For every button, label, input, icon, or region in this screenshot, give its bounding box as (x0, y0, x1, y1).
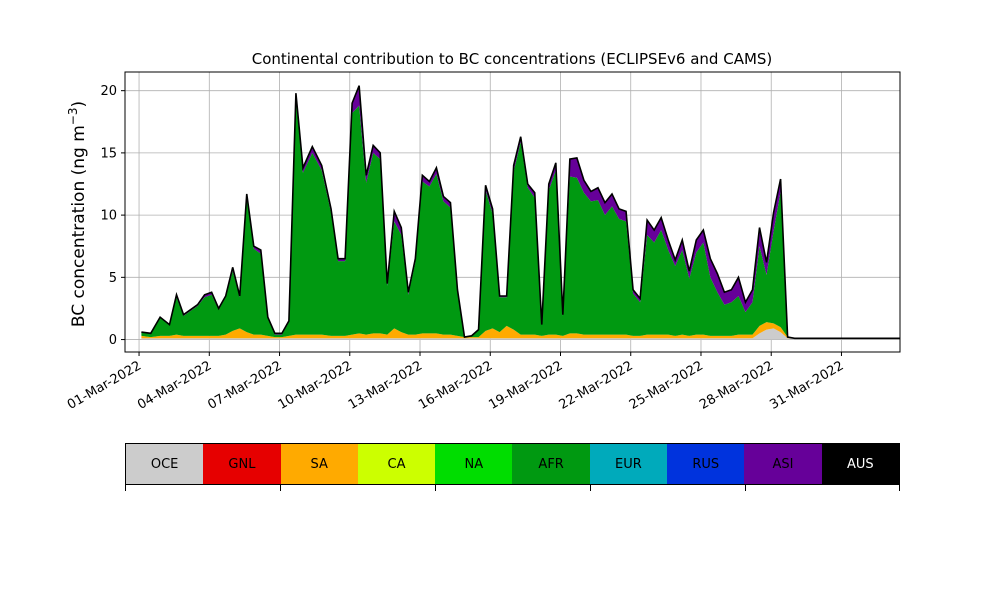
legend-rus: RUS (667, 444, 745, 484)
area-afr (141, 99, 901, 339)
area-sa (141, 322, 901, 339)
y-tick-label: 10 (100, 209, 117, 224)
y-tick-label: 5 (109, 271, 117, 286)
plot-frame (124, 71, 901, 353)
legend-eur: EUR (589, 444, 668, 484)
chart-title: Continental contribution to BC concentra… (252, 50, 773, 68)
x-tick-label: 22-Mar-2022 (557, 358, 636, 412)
y-tick-label: 20 (100, 84, 117, 99)
x-tick-label: 19-Mar-2022 (486, 358, 565, 412)
colorbar-tick (280, 485, 281, 491)
legend-gnl: GNL (203, 444, 281, 484)
total-line (141, 85, 900, 340)
x-tick-label: 28-Mar-2022 (697, 358, 776, 412)
y-axis-label-text: BC concentration (ng m (69, 125, 89, 327)
x-tick-label: 25-Mar-2022 (627, 358, 706, 412)
y-axis-label: BC concentration (ng m−3) (66, 101, 89, 327)
y-axis-label-close: ) (69, 101, 89, 108)
legend-afr: AFR (512, 444, 590, 484)
area-asi (141, 85, 901, 339)
colorbar-tick (435, 485, 436, 491)
x-tick-label: 07-Mar-2022 (205, 358, 284, 412)
area-layer (141, 85, 901, 340)
x-tick-label: 04-Mar-2022 (135, 358, 214, 412)
y-tick-label: 15 (100, 146, 117, 161)
colorbar-ticks (125, 485, 900, 493)
x-tick-label: 13-Mar-2022 (346, 358, 425, 412)
region-colorbar: OCE GNL SA CA NA AFR EUR RUS ASI AUS (125, 443, 900, 485)
x-tick-label: 10-Mar-2022 (276, 358, 355, 412)
legend-oce: OCE (126, 444, 204, 484)
legend-asi: ASI (744, 444, 822, 484)
colorbar-tick (745, 485, 746, 491)
y-axis-label-exponent: −3 (66, 107, 80, 125)
legend-na: NA (435, 444, 513, 484)
legend-aus: AUS (821, 444, 899, 484)
y-tick-label: 0 (109, 333, 117, 348)
legend-ca: CA (357, 444, 436, 484)
x-tick-label: 16-Mar-2022 (416, 358, 495, 412)
x-tick-label: 31-Mar-2022 (767, 358, 846, 412)
x-tick-label: 01-Mar-2022 (65, 358, 144, 412)
colorbar-tick (899, 485, 900, 491)
colorbar-tick (125, 485, 126, 491)
legend-sa: SA (280, 444, 358, 484)
colorbar-tick (590, 485, 591, 491)
